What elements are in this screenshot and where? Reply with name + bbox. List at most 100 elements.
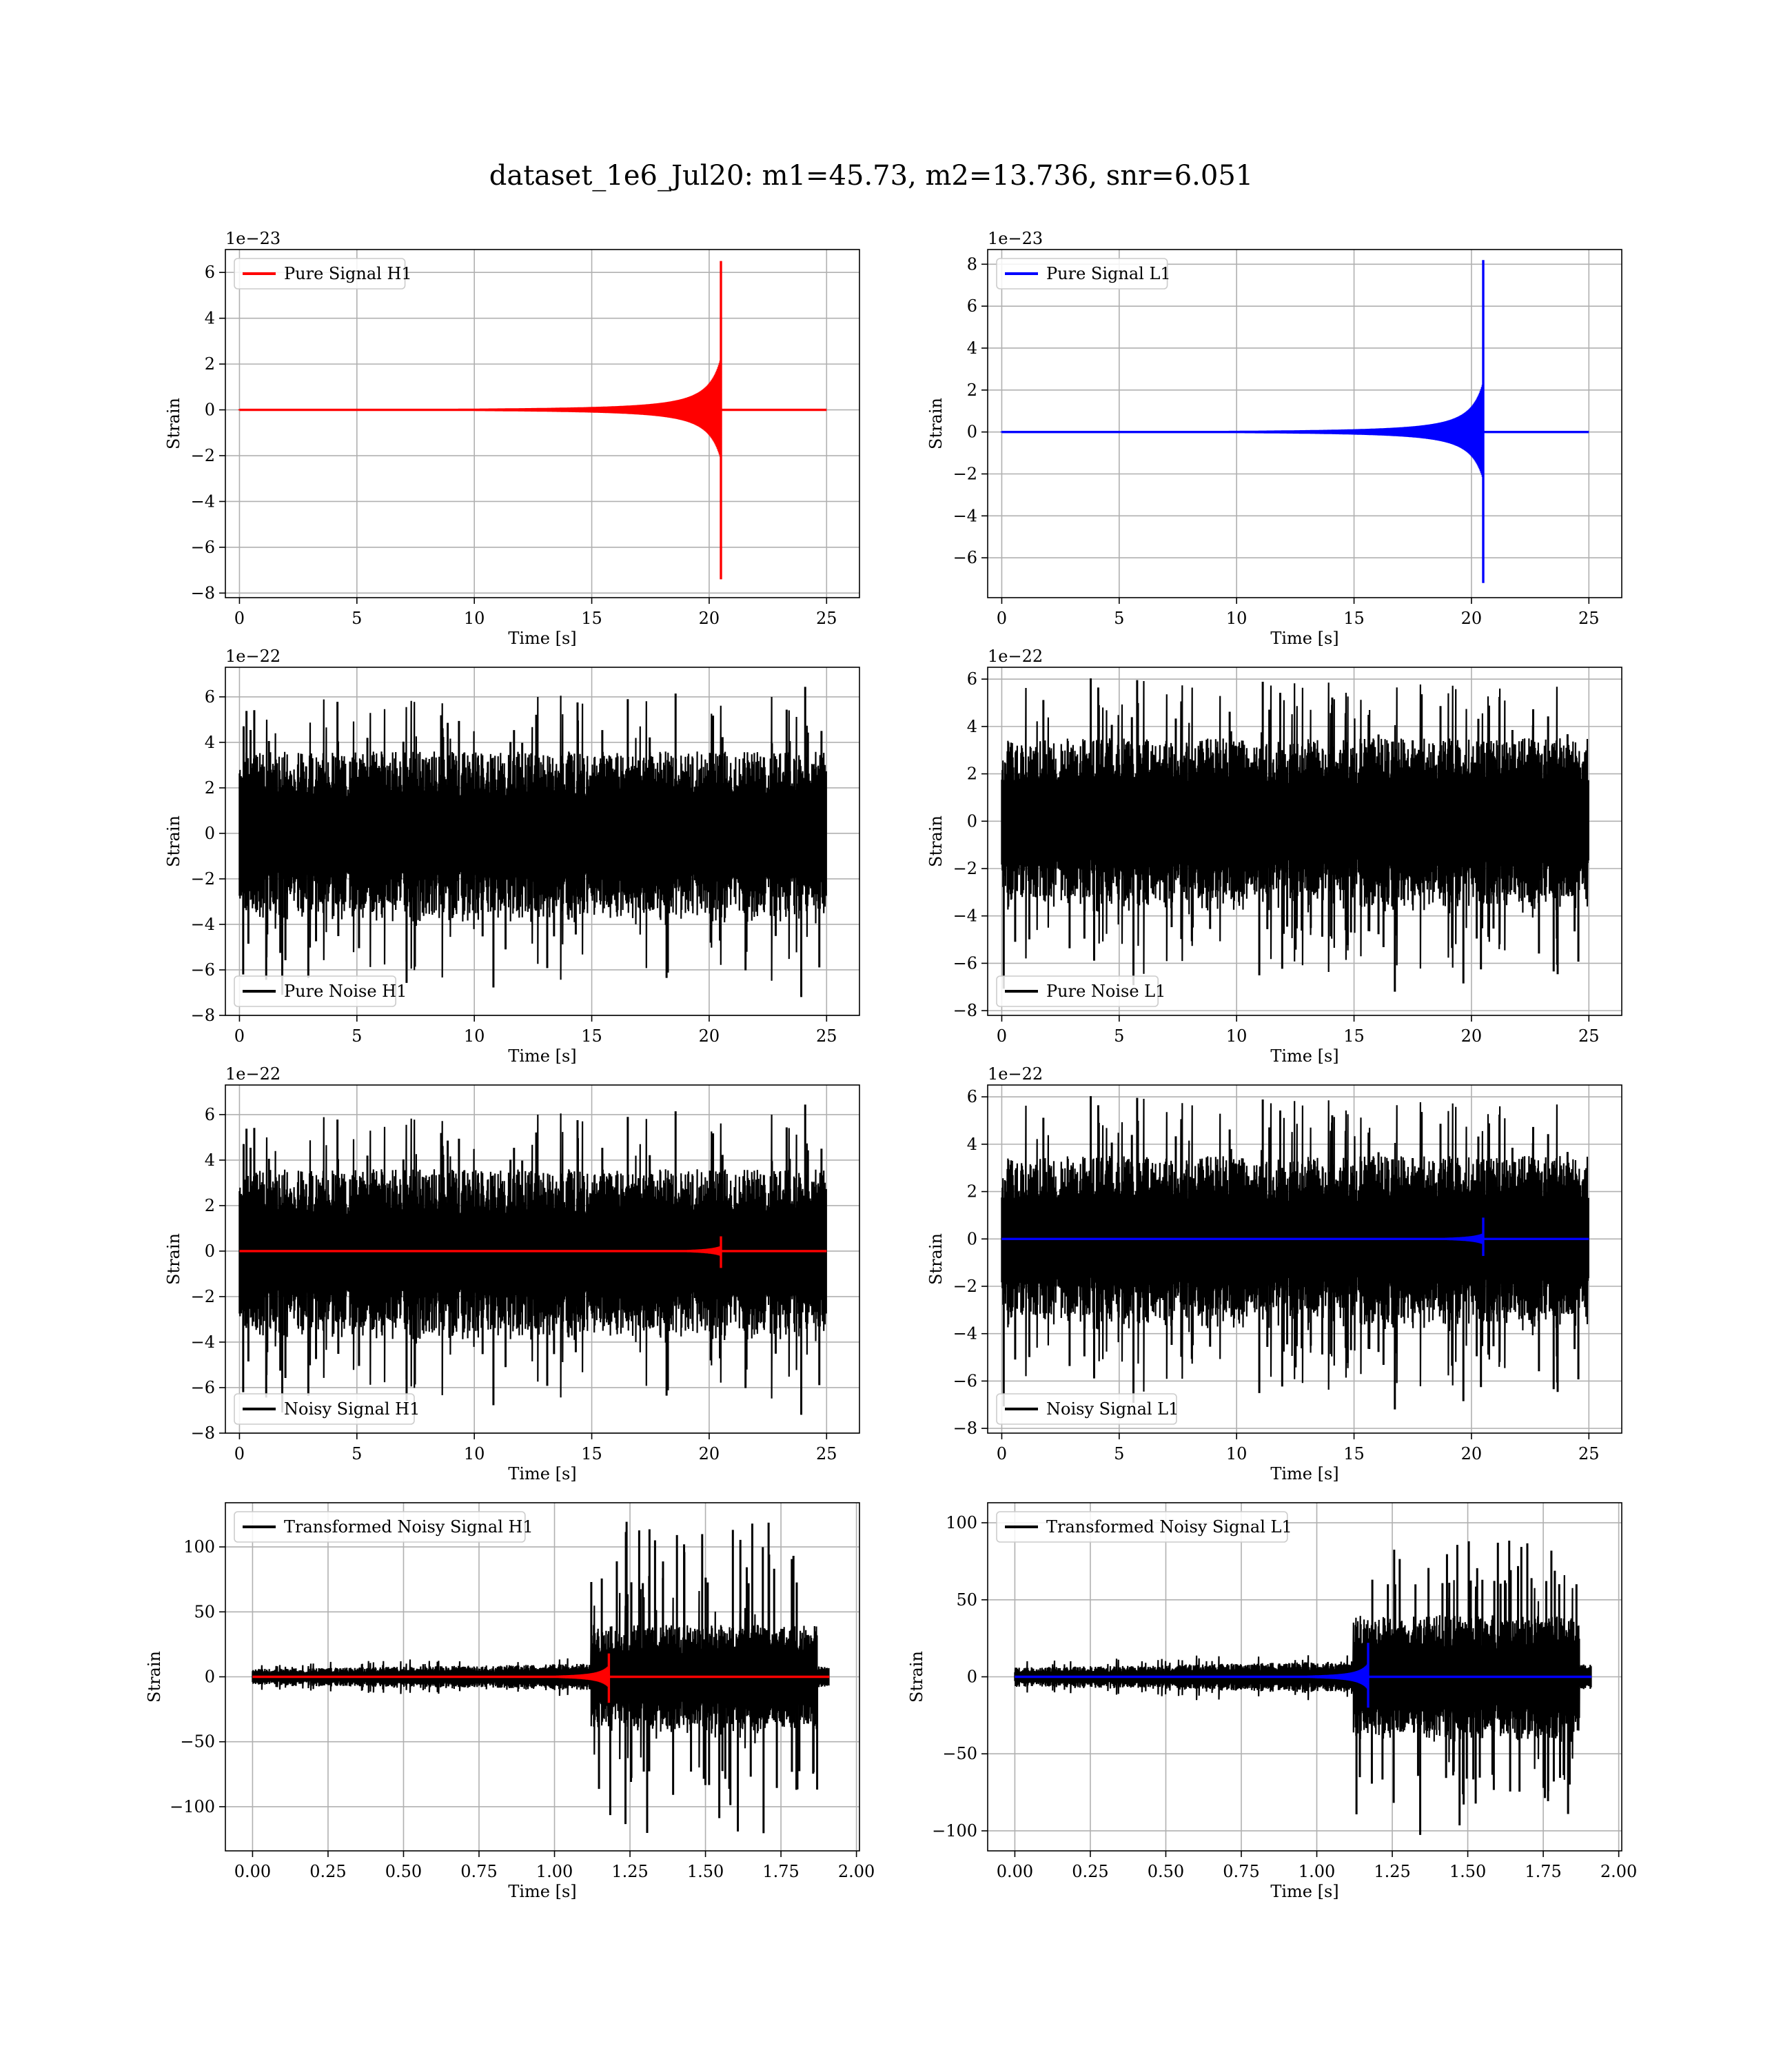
y-tick-label: −2 bbox=[191, 1287, 215, 1306]
subplot-l1-pure-noise: 0 5 10 15 20 25 −8 −6 −4 −2 0 2 4 6 Time [s] Strain 1e−2… bbox=[926, 647, 1622, 1066]
y-tick-label: −50 bbox=[180, 1732, 215, 1752]
legend: Pure Noise H1 bbox=[234, 975, 407, 1007]
y-tick-label: 0 bbox=[205, 1667, 215, 1687]
y-tick-label: −8 bbox=[191, 583, 215, 602]
x-tick-label: 15 bbox=[581, 1444, 602, 1463]
subplot-h1-pure-noise: 0 5 10 15 20 25 −8 −6 −4 −2 0 2 4 6 Time [s] Strain 1e−2… bbox=[164, 647, 860, 1066]
series-group bbox=[1001, 678, 1589, 992]
figure-title: dataset_1e6_Jul20: m1=45.73, m2=13.736, … bbox=[489, 160, 1253, 192]
legend: Pure Noise L1 bbox=[996, 975, 1165, 1007]
x-tick-label: 5 bbox=[352, 609, 362, 628]
x-axis-label: Time [s] bbox=[1270, 1882, 1338, 1901]
legend-label: Pure Noise L1 bbox=[1046, 982, 1165, 1001]
y-tick-label: −4 bbox=[953, 906, 977, 926]
y-tick-label: 2 bbox=[205, 354, 215, 374]
signal-series bbox=[1001, 1217, 1589, 1256]
subplot-h1-pure-signal: 0 5 10 15 20 25 −8 −6 −4 −2 0 2 4 6 Time [s] Strain 1e−2… bbox=[164, 229, 860, 648]
y-tick-label: −100 bbox=[170, 1797, 215, 1816]
x-tick-label: 15 bbox=[581, 1026, 602, 1046]
x-axis-label: Time [s] bbox=[508, 629, 576, 648]
axis-ticks bbox=[981, 678, 1590, 1022]
y-tick-label: 4 bbox=[967, 717, 977, 736]
x-tick-label: 0 bbox=[234, 609, 245, 628]
legend-label: Pure Signal H1 bbox=[284, 264, 412, 283]
noise-spikes bbox=[1355, 1540, 1578, 1835]
x-tick-label: 10 bbox=[464, 1444, 485, 1463]
y-axis-label: Strain bbox=[926, 398, 946, 449]
axis-ticks bbox=[219, 1546, 857, 1857]
x-tick-label: 0.00 bbox=[234, 1862, 271, 1881]
axis-offset-text: 1e−22 bbox=[225, 1064, 281, 1084]
subplot-h1-transformed: 0.00 0.25 0.50 0.75 1.00 1.25 1.50 1.75 2.00 −100… bbox=[145, 1502, 875, 1901]
y-tick-label: 6 bbox=[205, 1105, 215, 1124]
legend-label: Pure Signal L1 bbox=[1046, 264, 1171, 283]
y-tick-label: 0 bbox=[967, 811, 977, 831]
x-tick-label: 5 bbox=[1114, 1444, 1124, 1463]
x-tick-label: 15 bbox=[1343, 609, 1365, 628]
axis-offset-text: 1e−23 bbox=[225, 229, 281, 248]
y-axis-label: Strain bbox=[164, 398, 183, 449]
x-tick-label: 20 bbox=[1461, 1444, 1483, 1463]
legend: Noisy Signal H1 bbox=[234, 1393, 420, 1425]
y-tick-label: −6 bbox=[191, 1378, 215, 1397]
axis-ticks bbox=[981, 1096, 1590, 1439]
y-tick-label: 2 bbox=[205, 778, 215, 798]
y-tick-label: −2 bbox=[953, 1277, 977, 1296]
x-tick-label: 5 bbox=[352, 1444, 362, 1463]
y-tick-label: 2 bbox=[967, 764, 977, 784]
axis-offset-text: 1e−22 bbox=[988, 1064, 1043, 1084]
x-tick-label: 25 bbox=[816, 1026, 837, 1046]
x-tick-label: 0.00 bbox=[997, 1862, 1033, 1881]
y-tick-label: 6 bbox=[205, 687, 215, 707]
series-group bbox=[1000, 260, 1589, 583]
x-axis-label: Time [s] bbox=[1270, 629, 1338, 648]
y-tick-label: −8 bbox=[953, 1001, 977, 1020]
legend-box bbox=[996, 975, 1159, 1007]
axes-frame bbox=[225, 667, 860, 1016]
y-tick-label: 6 bbox=[967, 296, 977, 316]
y-tick-label: −4 bbox=[191, 491, 215, 511]
y-tick-label: 50 bbox=[956, 1590, 977, 1610]
subplot-l1-pure-signal: 0 5 10 15 20 25 −6 −4 −2 0 2 4 6 8 Time [s] Strain 1e−23… bbox=[926, 229, 1622, 648]
y-tick-label: 0 bbox=[205, 824, 215, 843]
y-tick-label: 4 bbox=[205, 733, 215, 752]
axis-offset-text: 1e−22 bbox=[225, 647, 281, 666]
noise-spikes bbox=[1002, 678, 1580, 992]
legend: Pure Signal H1 bbox=[234, 258, 412, 290]
y-tick-label: 4 bbox=[205, 1150, 215, 1170]
y-tick-label: 2 bbox=[205, 1196, 215, 1215]
y-tick-label: 2 bbox=[967, 1182, 977, 1202]
legend-box bbox=[234, 1511, 526, 1543]
x-tick-label: 1.00 bbox=[536, 1862, 573, 1881]
signal-series bbox=[252, 1653, 830, 1703]
x-tick-label: 0 bbox=[234, 1444, 245, 1463]
x-tick-label: 25 bbox=[816, 1444, 837, 1463]
axes-frame bbox=[987, 667, 1622, 1016]
y-tick-label: −6 bbox=[953, 548, 977, 567]
legend-box bbox=[234, 258, 406, 290]
legend: Transformed Noisy Signal L1 bbox=[996, 1511, 1292, 1543]
axes-frame bbox=[225, 1084, 860, 1434]
y-tick-label: 0 bbox=[967, 1667, 977, 1687]
y-tick-label: 50 bbox=[194, 1602, 215, 1621]
y-tick-label: 4 bbox=[967, 1135, 977, 1154]
axis-ticks bbox=[981, 1522, 1620, 1857]
y-tick-label: 2 bbox=[967, 381, 977, 400]
y-tick-label: −2 bbox=[953, 859, 977, 878]
axis-ticks bbox=[219, 272, 828, 604]
y-axis-label: Strain bbox=[145, 1651, 164, 1703]
noise-spikes bbox=[242, 687, 823, 997]
y-tick-label: −4 bbox=[953, 506, 977, 525]
y-axis-label: Strain bbox=[907, 1651, 926, 1703]
x-tick-label: 1.75 bbox=[1525, 1862, 1561, 1881]
y-tick-label: 4 bbox=[967, 338, 977, 358]
axis-offset-text: 1e−23 bbox=[988, 229, 1043, 248]
series-group bbox=[1001, 1096, 1589, 1410]
y-tick-label: −6 bbox=[191, 538, 215, 557]
x-tick-label: 25 bbox=[1578, 1444, 1600, 1463]
x-tick-label: 5 bbox=[1114, 609, 1124, 628]
noise-spikes bbox=[242, 1104, 823, 1415]
x-tick-label: 10 bbox=[1226, 1026, 1248, 1046]
x-tick-label: 1.50 bbox=[1449, 1862, 1486, 1881]
